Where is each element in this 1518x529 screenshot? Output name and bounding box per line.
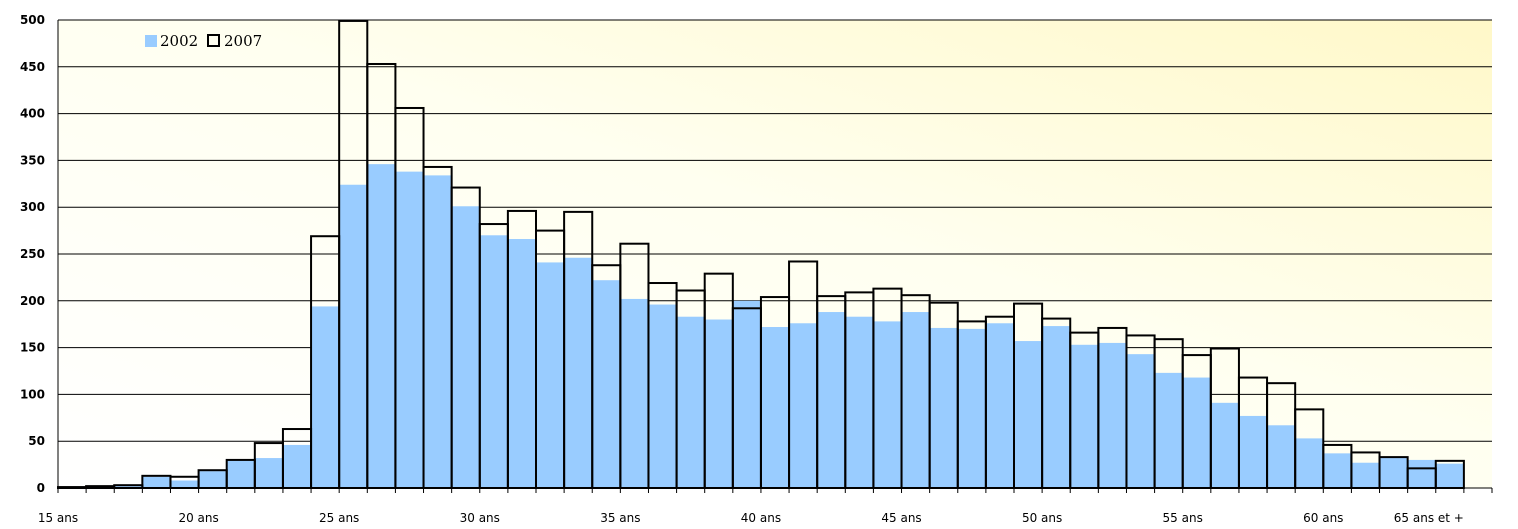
y-tick-labels: 0 50 100 150 200 250 300 350 400 450 500 [20, 13, 45, 495]
bar-2002 [732, 300, 761, 488]
bar-2002 [564, 257, 593, 488]
bar-2002 [845, 316, 874, 488]
x-tick-label: 35 ans [600, 511, 640, 525]
bar-2002 [507, 239, 536, 488]
x-tick-label: 45 ans [881, 511, 921, 525]
x-tick-label: 65 ans et + [1394, 511, 1464, 525]
series-2002-bars [86, 164, 1464, 489]
y-tick-label: 250 [20, 247, 45, 261]
bar-2002 [367, 164, 396, 489]
bar-2002 [1042, 326, 1071, 488]
bar-2002 [339, 184, 368, 488]
bar-2002 [901, 312, 930, 488]
bar-2002 [1182, 377, 1211, 488]
bar-2002 [1014, 341, 1043, 488]
y-tick-label: 200 [20, 294, 45, 308]
bar-2002 [1379, 458, 1408, 488]
axes [57, 20, 1493, 493]
bar-2002 [282, 444, 312, 488]
bar-2002 [451, 206, 480, 488]
bar-2002 [395, 171, 424, 488]
y-tick-label: 50 [28, 434, 45, 448]
bar-2002 [142, 476, 171, 488]
bar-2002 [789, 323, 818, 488]
x-tick-label: 30 ans [460, 511, 500, 525]
bar-2002 [254, 458, 283, 488]
bar-2002 [170, 480, 199, 488]
x-tick-labels: 15 ans 20 ans 25 ans 30 ans 35 ans 40 ans 45 a… [38, 511, 1464, 525]
legend-swatch-2007 [207, 34, 220, 47]
bar-2002 [620, 298, 649, 488]
y-tick-label: 500 [20, 13, 45, 27]
bar-2002 [985, 323, 1014, 488]
legend: 2002 2007 [145, 32, 262, 50]
bar-2002 [929, 327, 958, 488]
x-tick-label: 55 ans [1163, 511, 1203, 525]
y-tick-label: 350 [20, 153, 45, 167]
legend-label-2007: 2007 [224, 32, 262, 50]
x-tick-label: 40 ans [741, 511, 781, 525]
bar-2002 [648, 304, 677, 488]
bar-2002 [1407, 459, 1436, 488]
bar-2002 [676, 316, 705, 488]
bar-2002 [479, 235, 508, 488]
y-tick-label: 0 [37, 481, 45, 495]
x-tick-label: 15 ans [38, 511, 78, 525]
bar-2002 [1126, 354, 1155, 488]
x-tick-label: 20 ans [178, 511, 218, 525]
x-tick-label: 60 ans [1303, 511, 1343, 525]
bar-2002 [1098, 342, 1127, 488]
bar-2002 [957, 328, 986, 488]
x-tick-label: 25 ans [319, 511, 359, 525]
bar-2002 [817, 312, 846, 488]
y-tick-label: 150 [20, 341, 45, 355]
legend-label-2002: 2002 [160, 32, 198, 50]
y-tick-label: 100 [20, 387, 45, 401]
bar-2002 [1154, 372, 1183, 488]
bar-2002 [1267, 425, 1296, 488]
bar-2002 [1323, 453, 1352, 488]
y-tick-label: 400 [20, 107, 45, 121]
bar-2002 [311, 306, 340, 488]
bar-2002 [1070, 344, 1099, 488]
bar-2002 [1295, 438, 1324, 488]
bar-2002 [704, 319, 733, 488]
bar-2002 [873, 321, 902, 488]
bar-2002 [226, 459, 255, 488]
bar-2002 [1351, 462, 1380, 488]
y-tick-label: 450 [20, 60, 45, 74]
bar-2002 [1238, 415, 1268, 488]
bar-2002 [760, 327, 790, 488]
bar-2002 [1210, 402, 1239, 488]
bar-2002 [198, 471, 227, 488]
legend-swatch-2002 [145, 35, 157, 47]
bar-2002 [423, 175, 452, 488]
bar-2002 [536, 262, 565, 488]
bar-2002 [1435, 463, 1464, 488]
bar-2002 [592, 280, 621, 488]
x-tick-label: 50 ans [1022, 511, 1062, 525]
y-tick-label: 300 [20, 200, 45, 214]
